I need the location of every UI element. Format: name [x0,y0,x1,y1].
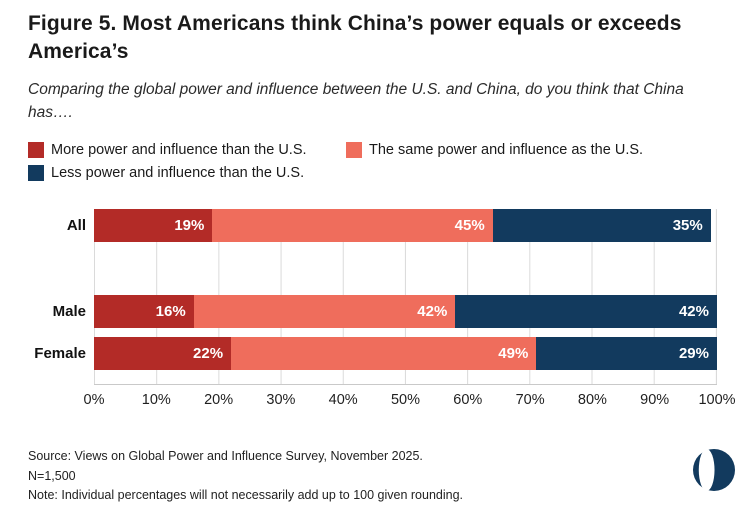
bar-row-all: All 19% 45% 35% [67,209,717,243]
bar-row-female: Female 22% 49% 29% [34,337,717,371]
bar-segment: 29% [536,337,717,371]
bar-value-label: 49% [498,345,529,363]
figure-subtitle: Comparing the global power and influence… [28,81,684,121]
category-label: All [66,217,86,235]
x-tick-label: 20% [204,392,234,409]
bar-segment: 45% [212,209,493,243]
x-tick-label: 90% [640,392,670,409]
bar-value-label: 29% [678,345,709,363]
rounding-note: Note: Individual percentages will not ne… [28,488,463,503]
legend: More power and influence than the U.S. T… [28,142,717,182]
bar-track: 16% 42% 42% [94,295,717,329]
bar-segment: 16% [94,295,194,329]
legend-label: The same power and influence as the U.S. [369,142,644,159]
bar-segment: 22% [94,337,232,371]
bar-track: 19% 45% 35% [94,209,717,243]
bar-value-label: 19% [174,217,205,235]
plot-area: All 19% 45% 35% Male 16% 42% 42% Female 22% 49% 29% [34,209,717,386]
x-tick-label: 60% [453,392,483,409]
bar-row-male: Male 16% 42% 42% [53,295,717,329]
bar-track: 22% 49% 29% [94,337,717,371]
x-tick-label: 80% [577,392,607,409]
stacked-bar-chart: All 19% 45% 35% Male 16% 42% 42% Female 22% 49% 29%… [28,209,736,409]
legend-item-more-power: More power and influence than the U.S. [28,142,346,159]
legend-row: Less power and influence than the U.S. [28,165,717,182]
figure-title: Figure 5. Most Americans think China’s p… [28,12,682,63]
legend-swatch-navy-icon [28,165,44,182]
legend-row: More power and influence than the U.S. T… [28,142,717,159]
bar-segment: 35% [492,209,711,243]
x-tick-label: 0% [83,392,105,409]
x-tick-label: 30% [266,392,296,409]
footer-notes: Source: Views on Global Power and Influe… [28,447,648,505]
legend-label: More power and influence than the U.S. [51,142,307,159]
category-label: Male [52,303,86,321]
bar-value-label: 16% [155,303,186,321]
source-note: Source: Views on Global Power and Influe… [28,449,423,464]
legend-swatch-red-icon [28,142,44,159]
legend-item-same-power: The same power and influence as the U.S. [346,142,644,159]
category-label: Female [34,345,86,363]
bar-segment: 19% [94,209,213,243]
bar-segment: 42% [193,295,456,329]
x-tick-label: 70% [515,392,545,409]
x-tick-label: 100% [698,392,736,409]
bar-value-label: 35% [672,217,703,235]
bar-segment: 49% [231,337,537,371]
x-tick-label: 50% [390,392,421,409]
x-tick-label: 40% [328,392,358,409]
bar-value-label: 45% [454,217,485,235]
x-axis: 0% 10% 20% 30% 40% 50% 60% 70% 80% 90% 100% [84,385,736,409]
bar-segment: 42% [455,295,717,329]
legend-swatch-salmon-icon [346,142,362,159]
legend-label: Less power and influence than the U.S. [51,165,305,182]
bar-value-label: 42% [678,303,709,321]
pie-logo [693,449,735,491]
bar-value-label: 42% [417,303,448,321]
sample-size-note: N=1,500 [28,468,76,483]
bar-value-label: 22% [193,345,224,363]
x-tick-label: 10% [141,392,171,409]
legend-item-less-power: Less power and influence than the U.S. [28,165,305,182]
